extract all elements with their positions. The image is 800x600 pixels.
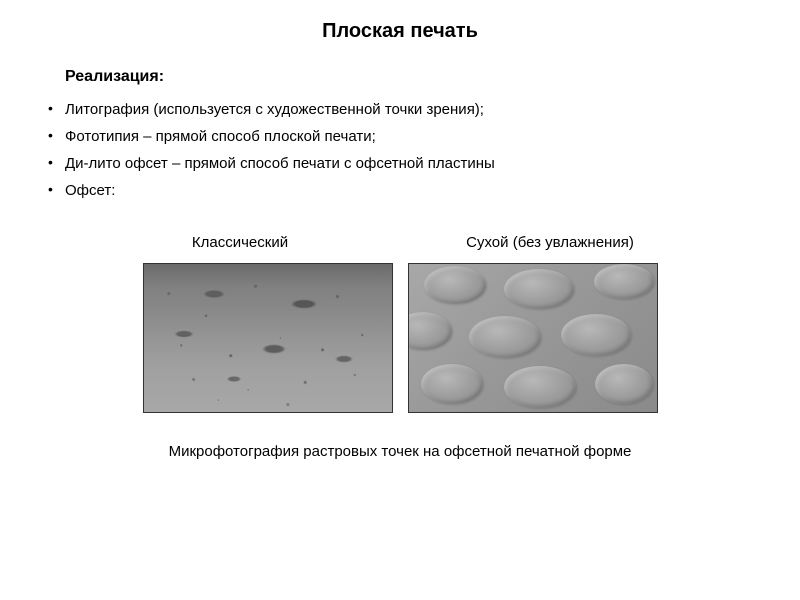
caption: Микрофотография растровых точек на офсет…	[40, 443, 760, 460]
dry-cell	[408, 312, 452, 350]
dry-cell	[594, 264, 654, 299]
dry-cell	[424, 266, 486, 304]
image-labels-row: Классический Сухой (без увлажнения)	[40, 234, 760, 251]
micrograph-dry	[408, 263, 658, 413]
page-title: Плоская печать	[40, 20, 760, 43]
dry-cell	[504, 269, 574, 309]
dry-cell	[504, 366, 576, 408]
label-classic: Классический	[120, 234, 360, 251]
bullet-item: Литография (используется с художественно…	[40, 96, 760, 123]
dry-cell	[421, 364, 483, 404]
dry-cell	[561, 314, 631, 356]
micrograph-classic	[143, 263, 393, 413]
bullet-item: Ди-лито офсет – прямой способ печати с о…	[40, 150, 760, 177]
dry-cell	[595, 364, 653, 404]
dry-cell	[469, 316, 541, 358]
bullet-list: Литография (используется с художественно…	[40, 96, 760, 204]
images-row	[40, 263, 760, 413]
bullet-item: Фототипия – прямой способ плоской печати…	[40, 123, 760, 150]
label-dry: Сухой (без увлажнения)	[420, 234, 680, 251]
bullet-item: Офсет:	[40, 177, 760, 204]
subtitle: Реализация:	[65, 68, 760, 86]
